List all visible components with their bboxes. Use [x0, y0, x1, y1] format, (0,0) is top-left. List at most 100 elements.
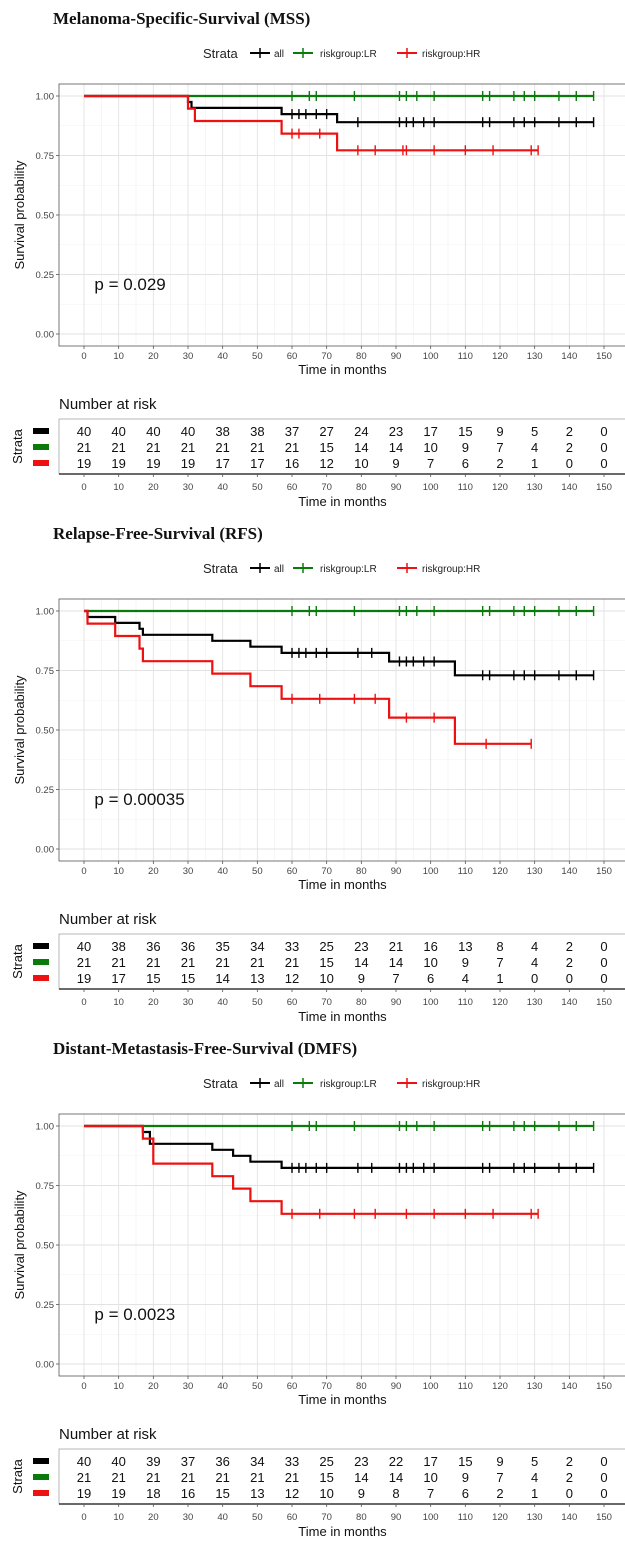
risk-count: 16 — [423, 939, 437, 954]
risk-x-tick-label: 70 — [321, 482, 332, 493]
legend-title: Strata — [203, 46, 238, 61]
x-tick-label: 20 — [148, 351, 159, 362]
risk-count: 14 — [389, 955, 403, 970]
x-tick-label: 80 — [356, 351, 367, 362]
risk-count: 0 — [600, 1470, 607, 1485]
risk-count: 21 — [146, 1470, 160, 1485]
x-axis-title: Time in months — [298, 1392, 387, 1407]
x-tick-label: 80 — [356, 1381, 367, 1392]
risk-count: 9 — [496, 424, 503, 439]
y-axis-title: Survival probability — [12, 675, 27, 785]
risk-count: 21 — [250, 440, 264, 455]
y-tick-label: 0.25 — [36, 270, 55, 281]
risk-count: 15 — [319, 440, 333, 455]
x-tick-label: 100 — [423, 866, 439, 877]
x-tick-label: 40 — [217, 866, 228, 877]
x-tick-label: 90 — [391, 866, 402, 877]
risk-x-tick-label: 20 — [148, 1512, 159, 1523]
risk-x-tick-label: 110 — [458, 997, 473, 1008]
y-tick-label: 0.75 — [36, 1181, 55, 1192]
risk-x-tick-label: 40 — [217, 997, 228, 1008]
risk-count: 10 — [423, 440, 437, 455]
risk-count: 10 — [423, 1470, 437, 1485]
km-curve-riskgroup-hr — [84, 94, 539, 152]
risk-count: 21 — [111, 440, 125, 455]
risk-table-x-title: Time in months — [298, 494, 387, 509]
km-curve-riskgroup-hr — [84, 609, 532, 745]
risk-x-tick-label: 130 — [527, 482, 543, 493]
risk-x-tick-label: 130 — [527, 997, 543, 1008]
risk-x-tick-label: 100 — [423, 1512, 439, 1523]
risk-x-tick-label: 130 — [527, 1512, 543, 1523]
legend-title: Strata — [203, 1076, 238, 1091]
risk-count: 10 — [319, 1486, 333, 1501]
y-tick-label: 1.00 — [36, 1122, 55, 1133]
risk-table-panel — [58, 933, 625, 990]
risk-count: 34 — [250, 1454, 264, 1469]
y-tick-label: 0.50 — [36, 726, 55, 737]
risk-count: 40 — [181, 424, 195, 439]
risk-count: 9 — [462, 440, 469, 455]
risk-count: 36 — [181, 939, 195, 954]
risk-count: 21 — [181, 1470, 195, 1485]
risk-count: 17 — [423, 1454, 437, 1469]
risk-count: 10 — [319, 971, 333, 986]
x-tick-label: 30 — [183, 1381, 194, 1392]
risk-count: 21 — [250, 1470, 264, 1485]
risk-count: 2 — [566, 939, 573, 954]
risk-count: 33 — [285, 939, 299, 954]
risk-count: 4 — [531, 939, 538, 954]
risk-table-strata-key-all — [33, 1458, 49, 1464]
x-tick-label: 10 — [113, 351, 124, 362]
risk-count: 21 — [77, 955, 91, 970]
risk-x-tick-label: 10 — [113, 997, 124, 1008]
risk-x-tick-label: 30 — [183, 482, 194, 493]
risk-x-tick-label: 10 — [113, 1512, 124, 1523]
y-tick-label: 0.25 — [36, 785, 55, 796]
km-curve-all — [84, 1124, 594, 1169]
risk-count: 0 — [600, 971, 607, 986]
y-tick-label: 0.25 — [36, 1300, 55, 1311]
y-tick-label: 0.50 — [36, 1241, 55, 1252]
chart-title: Melanoma-Specific-Survival (MSS) — [53, 9, 310, 28]
legend-label-riskgroup-lr: riskgroup:LR — [320, 1079, 377, 1090]
risk-count: 16 — [285, 456, 299, 471]
legend-label-riskgroup-lr: riskgroup:LR — [320, 49, 377, 60]
y-tick-label: 0.00 — [36, 1360, 55, 1371]
risk-x-tick-label: 140 — [561, 997, 577, 1008]
risk-x-tick-label: 100 — [423, 997, 439, 1008]
risk-x-tick-label: 50 — [252, 997, 263, 1008]
risk-count: 2 — [496, 456, 503, 471]
x-tick-label: 120 — [492, 1381, 508, 1392]
risk-x-tick-label: 20 — [148, 482, 159, 493]
x-tick-label: 130 — [527, 866, 543, 877]
risk-x-tick-label: 60 — [287, 997, 298, 1008]
risk-count: 0 — [531, 971, 538, 986]
risk-table-y-title: Strata — [10, 943, 25, 978]
risk-count: 37 — [285, 424, 299, 439]
x-axis-title: Time in months — [298, 362, 387, 377]
risk-count: 40 — [146, 424, 160, 439]
risk-count: 9 — [462, 955, 469, 970]
x-tick-label: 130 — [527, 1381, 543, 1392]
risk-count: 0 — [566, 1486, 573, 1501]
risk-count: 0 — [600, 1486, 607, 1501]
risk-count: 7 — [496, 955, 503, 970]
risk-count: 19 — [111, 456, 125, 471]
legend-label-riskgroup-hr: riskgroup:HR — [422, 564, 480, 575]
y-tick-label: 1.00 — [36, 92, 55, 103]
risk-count: 6 — [462, 1486, 469, 1501]
risk-count: 34 — [250, 939, 264, 954]
x-axis-title: Time in months — [298, 877, 387, 892]
risk-table-title: Number at risk — [59, 396, 157, 413]
y-axis-title: Survival probability — [12, 1190, 27, 1300]
risk-table-title: Number at risk — [59, 1426, 157, 1443]
legend-label-riskgroup-lr: riskgroup:LR — [320, 564, 377, 575]
risk-count: 21 — [215, 1470, 229, 1485]
risk-x-tick-label: 90 — [391, 482, 402, 493]
km-chart-mss: Melanoma-Specific-Survival (MSS) Strata al… — [10, 9, 625, 509]
chart-title: Distant-Metastasis-Free-Survival (DMFS) — [53, 1039, 357, 1058]
x-tick-label: 150 — [596, 351, 612, 362]
risk-count: 0 — [600, 939, 607, 954]
risk-count: 17 — [423, 424, 437, 439]
